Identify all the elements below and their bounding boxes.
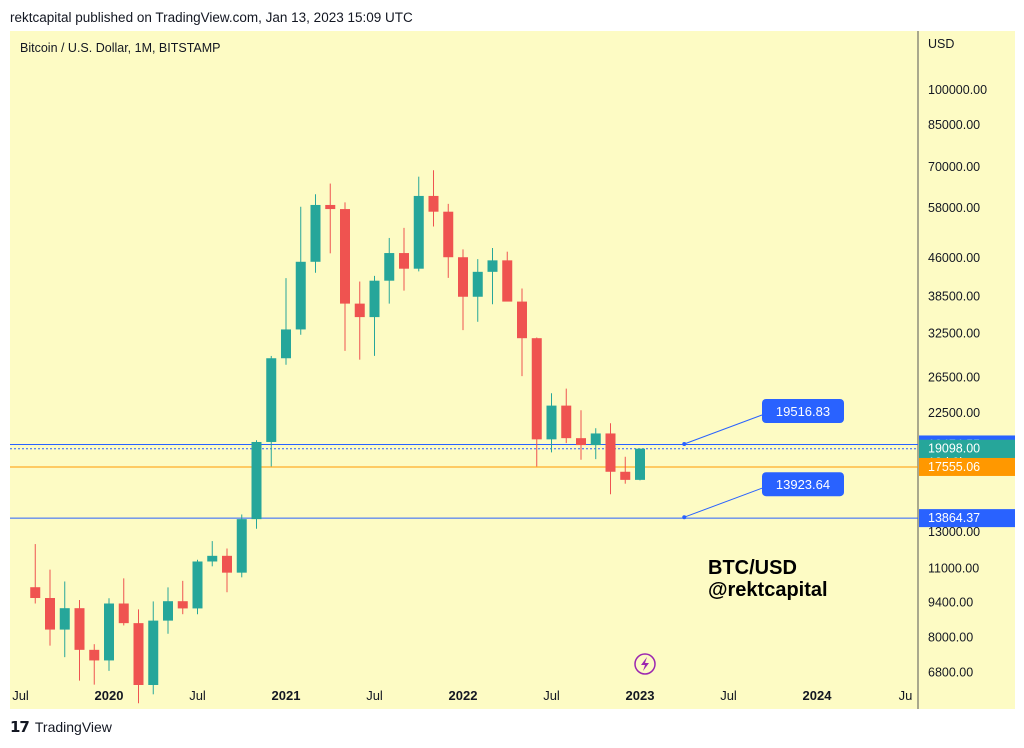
price-label-text: 19098.00 bbox=[928, 442, 980, 456]
x-tick-label: Jul bbox=[189, 688, 206, 703]
chart-title: Bitcoin / U.S. Dollar, 1M, BITSTAMP bbox=[20, 41, 221, 55]
y-tick-label: 58000.00 bbox=[928, 201, 980, 215]
candle-body bbox=[192, 561, 203, 609]
x-tick-label: 2021 bbox=[272, 688, 301, 703]
price-label-text: 17555.06 bbox=[928, 460, 980, 474]
candle-body bbox=[148, 620, 159, 685]
candle-body bbox=[251, 441, 262, 520]
candle-body bbox=[89, 649, 100, 661]
watermark-line: BTC/USD bbox=[708, 557, 797, 579]
candle-body bbox=[266, 358, 277, 442]
y-tick-label: 85000.00 bbox=[928, 118, 980, 132]
x-tick-label: Jul bbox=[720, 688, 737, 703]
candle-body bbox=[369, 280, 380, 318]
x-tick-label: Ju bbox=[899, 688, 913, 703]
candle-body bbox=[45, 598, 55, 630]
x-tick-label: 2023 bbox=[626, 688, 655, 703]
footer: 17 TradingView bbox=[10, 718, 112, 736]
candle-body bbox=[207, 555, 218, 562]
candle-body bbox=[118, 603, 129, 624]
y-tick-label: 9400.00 bbox=[928, 595, 973, 609]
candle-body bbox=[163, 601, 173, 621]
candle-body bbox=[605, 433, 616, 472]
y-tick-label: 70000.00 bbox=[928, 160, 980, 174]
candle-body bbox=[576, 438, 586, 446]
y-tick-label: 11000.00 bbox=[928, 561, 979, 575]
callout-anchor bbox=[682, 515, 687, 520]
candle-body bbox=[472, 271, 483, 297]
lightning-icon[interactable] bbox=[634, 653, 656, 675]
x-tick-label: Jul bbox=[366, 688, 383, 703]
candle-body bbox=[384, 253, 395, 281]
candle-body bbox=[104, 603, 114, 661]
x-tick-label: 2024 bbox=[803, 688, 833, 703]
callout-box bbox=[762, 472, 844, 497]
candle-body bbox=[59, 608, 70, 630]
brand-name[interactable]: TradingView bbox=[34, 719, 112, 735]
y-tick-label: 46000.00 bbox=[928, 251, 980, 265]
y-tick-label: 8000.00 bbox=[928, 630, 973, 644]
candle-body bbox=[354, 303, 365, 318]
callout-connector bbox=[684, 487, 763, 518]
candle-body bbox=[561, 405, 572, 439]
candlestick-chart[interactable]: Bitcoin / U.S. Dollar, 1M, BITSTAMP USD 10… bbox=[10, 31, 1015, 709]
candle-body bbox=[295, 261, 306, 330]
candle-body bbox=[413, 195, 424, 269]
y-tick-label: 22500.00 bbox=[928, 406, 980, 420]
candle-body bbox=[74, 608, 85, 650]
candle-body bbox=[487, 260, 498, 272]
candle-body bbox=[310, 204, 321, 262]
callout-connector bbox=[684, 414, 763, 445]
candle-body bbox=[502, 260, 513, 302]
candle-body bbox=[458, 257, 468, 297]
y-tick-label: 100000.00 bbox=[928, 83, 987, 97]
x-tick-label: 2020 bbox=[95, 688, 124, 703]
watermark-line: @rektcapital bbox=[708, 579, 828, 601]
x-tick-label: Jul bbox=[543, 688, 560, 703]
publish-header: rektcapital published on TradingView.com… bbox=[10, 10, 413, 25]
candle-body bbox=[531, 338, 542, 440]
candle-body bbox=[635, 448, 645, 480]
candle-body bbox=[222, 555, 232, 573]
candle-body bbox=[590, 433, 601, 446]
candle-body bbox=[325, 204, 336, 210]
y-tick-label: 38500.00 bbox=[928, 290, 980, 304]
tradingview-logo[interactable]: 17 bbox=[10, 718, 30, 736]
price-label-box bbox=[919, 457, 1015, 476]
candle-body bbox=[517, 301, 527, 339]
candle-body bbox=[620, 471, 631, 480]
candle-body bbox=[281, 329, 291, 359]
candle-body bbox=[428, 195, 439, 212]
callout-anchor bbox=[682, 442, 687, 447]
y-tick-label: 13000.00 bbox=[928, 525, 980, 539]
candle-body bbox=[443, 211, 454, 258]
candle-body bbox=[236, 519, 247, 573]
callout-text: 13923.64 bbox=[776, 477, 830, 492]
candle-body bbox=[30, 587, 41, 599]
callout-box bbox=[762, 399, 844, 424]
x-tick-label: Jul bbox=[12, 688, 29, 703]
y-tick-label: 26500.00 bbox=[928, 371, 980, 385]
candle-body bbox=[546, 405, 557, 440]
candle-body bbox=[340, 209, 350, 304]
chart-area[interactable]: Bitcoin / U.S. Dollar, 1M, BITSTAMP USD 10… bbox=[10, 31, 1015, 709]
candle-body bbox=[177, 601, 188, 609]
y-tick-label: 32500.00 bbox=[928, 326, 980, 340]
candle-body bbox=[133, 623, 144, 685]
callout-text: 19516.83 bbox=[776, 404, 830, 419]
y-tick-label: 6800.00 bbox=[928, 666, 973, 680]
x-tick-label: 2022 bbox=[449, 688, 478, 703]
price-label-text: 13864.37 bbox=[928, 511, 980, 525]
candle-body bbox=[399, 253, 409, 269]
currency-label: USD bbox=[928, 37, 954, 51]
price-label-box bbox=[919, 509, 1015, 528]
